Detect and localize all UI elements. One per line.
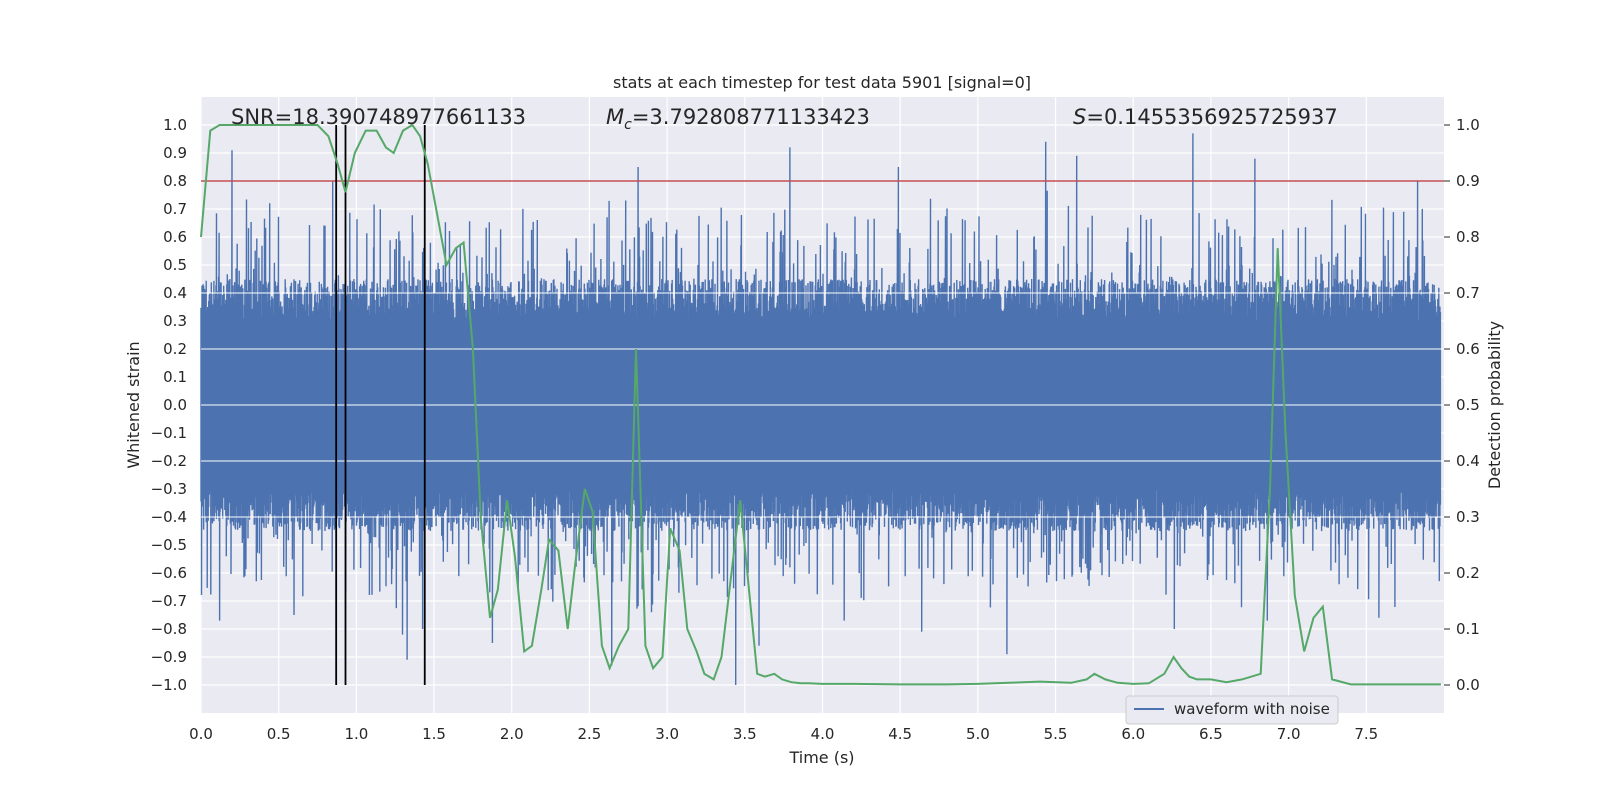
x-tick-label: 3.0 [655,725,679,743]
right-tick-label: 0.2 [1456,564,1480,582]
left-tick-label: −1.0 [151,676,187,694]
left-tick-label: 0.9 [163,144,187,162]
right-tick-label: 0.5 [1456,396,1480,414]
right-axis-label: Detection probability [1485,321,1504,489]
left-tick-label: 0.0 [163,396,187,414]
chirp-mass-subscript: c [624,117,632,133]
right-tick-label: 0.4 [1456,452,1480,470]
left-tick-label: 0.5 [163,256,187,274]
right-tick-label: 0.0 [1456,676,1480,694]
x-axis-ticks: 0.0 0.5 1.0 1.5 2.0 2.5 3.0 3.5 4.0 4.5 5.0 5.5 6.0 6… [189,725,1378,743]
x-tick-label: 3.5 [733,725,757,743]
legend: waveform with noise [1125,695,1339,725]
right-tick-label: 0.7 [1456,284,1480,302]
x-tick-label: 7.5 [1354,725,1378,743]
left-tick-label: −0.5 [151,536,187,554]
s-annotation: S=0.1455356925725937 [1073,105,1338,129]
left-tick-label: 0.8 [163,172,187,190]
x-tick-label: 4.5 [888,725,912,743]
left-tick-label: 0.2 [163,340,187,358]
x-tick-label: 1.5 [422,725,446,743]
x-tick-label: 2.0 [500,725,524,743]
waveform-series [200,133,1444,686]
marker-lines [335,125,426,685]
x-tick-label: 0.0 [189,725,213,743]
x-tick-label: 5.0 [966,725,990,743]
left-tick-label: −0.1 [151,424,187,442]
x-tick-label: 6.0 [1121,725,1145,743]
right-tick-label: 1.0 [1456,116,1480,134]
right-tick-label: 0.6 [1456,340,1480,358]
right-tick-label: 0.3 [1456,508,1480,526]
x-tick-label: 6.5 [1199,725,1223,743]
left-axis-ticks: 1.0 0.9 0.8 0.7 0.6 0.5 0.4 0.3 0.2 0.1 0.0 −0.1 −0.… [151,116,187,694]
right-tick-label: 0.9 [1456,172,1480,190]
left-tick-label: −0.9 [151,648,187,666]
left-tick-label: −0.2 [151,452,187,470]
left-tick-label: 0.3 [163,312,187,330]
left-tick-label: 0.4 [163,284,187,302]
chirp-mass-annotation: Mc=3.792808771133423 [606,105,870,133]
s-symbol: S [1073,105,1086,129]
x-tick-label: 4.0 [811,725,835,743]
left-axis-label: Whitened strain [124,341,143,468]
probability-series [200,123,1441,686]
left-tick-label: 1.0 [163,116,187,134]
left-tick-label: −0.7 [151,592,187,610]
snr-annotation: SNR=18.390748977661133 [231,105,526,129]
left-tick-label: −0.4 [151,508,187,526]
legend-label: waveform with noise [1174,700,1330,718]
x-tick-label: 7.0 [1277,725,1301,743]
left-tick-label: 0.6 [163,228,187,246]
right-axis-ticks: 1.0 0.9 0.8 0.7 0.6 0.5 0.4 0.3 0.2 0.1 0.0 [1444,116,1480,694]
s-value: =0.1455356925725937 [1086,105,1337,129]
x-tick-label: 2.5 [578,725,602,743]
left-tick-label: 0.1 [163,368,187,386]
legend-box [1125,695,1339,725]
chirp-mass-value: =3.792808771133423 [632,105,870,129]
chirp-mass-symbol: M [606,105,624,129]
x-tick-label: 5.5 [1044,725,1068,743]
chart-title: stats at each timestep for test data 590… [613,73,1031,92]
right-tick-label: 0.8 [1456,228,1480,246]
left-tick-label: −0.3 [151,480,187,498]
x-axis-label: Time (s) [788,748,854,767]
probability-line [200,123,1441,686]
x-tick-label: 1.0 [344,725,368,743]
left-tick-label: −0.6 [151,564,187,582]
left-tick-label: 0.7 [163,200,187,218]
x-tick-label: 0.5 [267,725,291,743]
right-tick-label: 0.1 [1456,620,1480,638]
left-tick-label: −0.8 [151,620,187,638]
